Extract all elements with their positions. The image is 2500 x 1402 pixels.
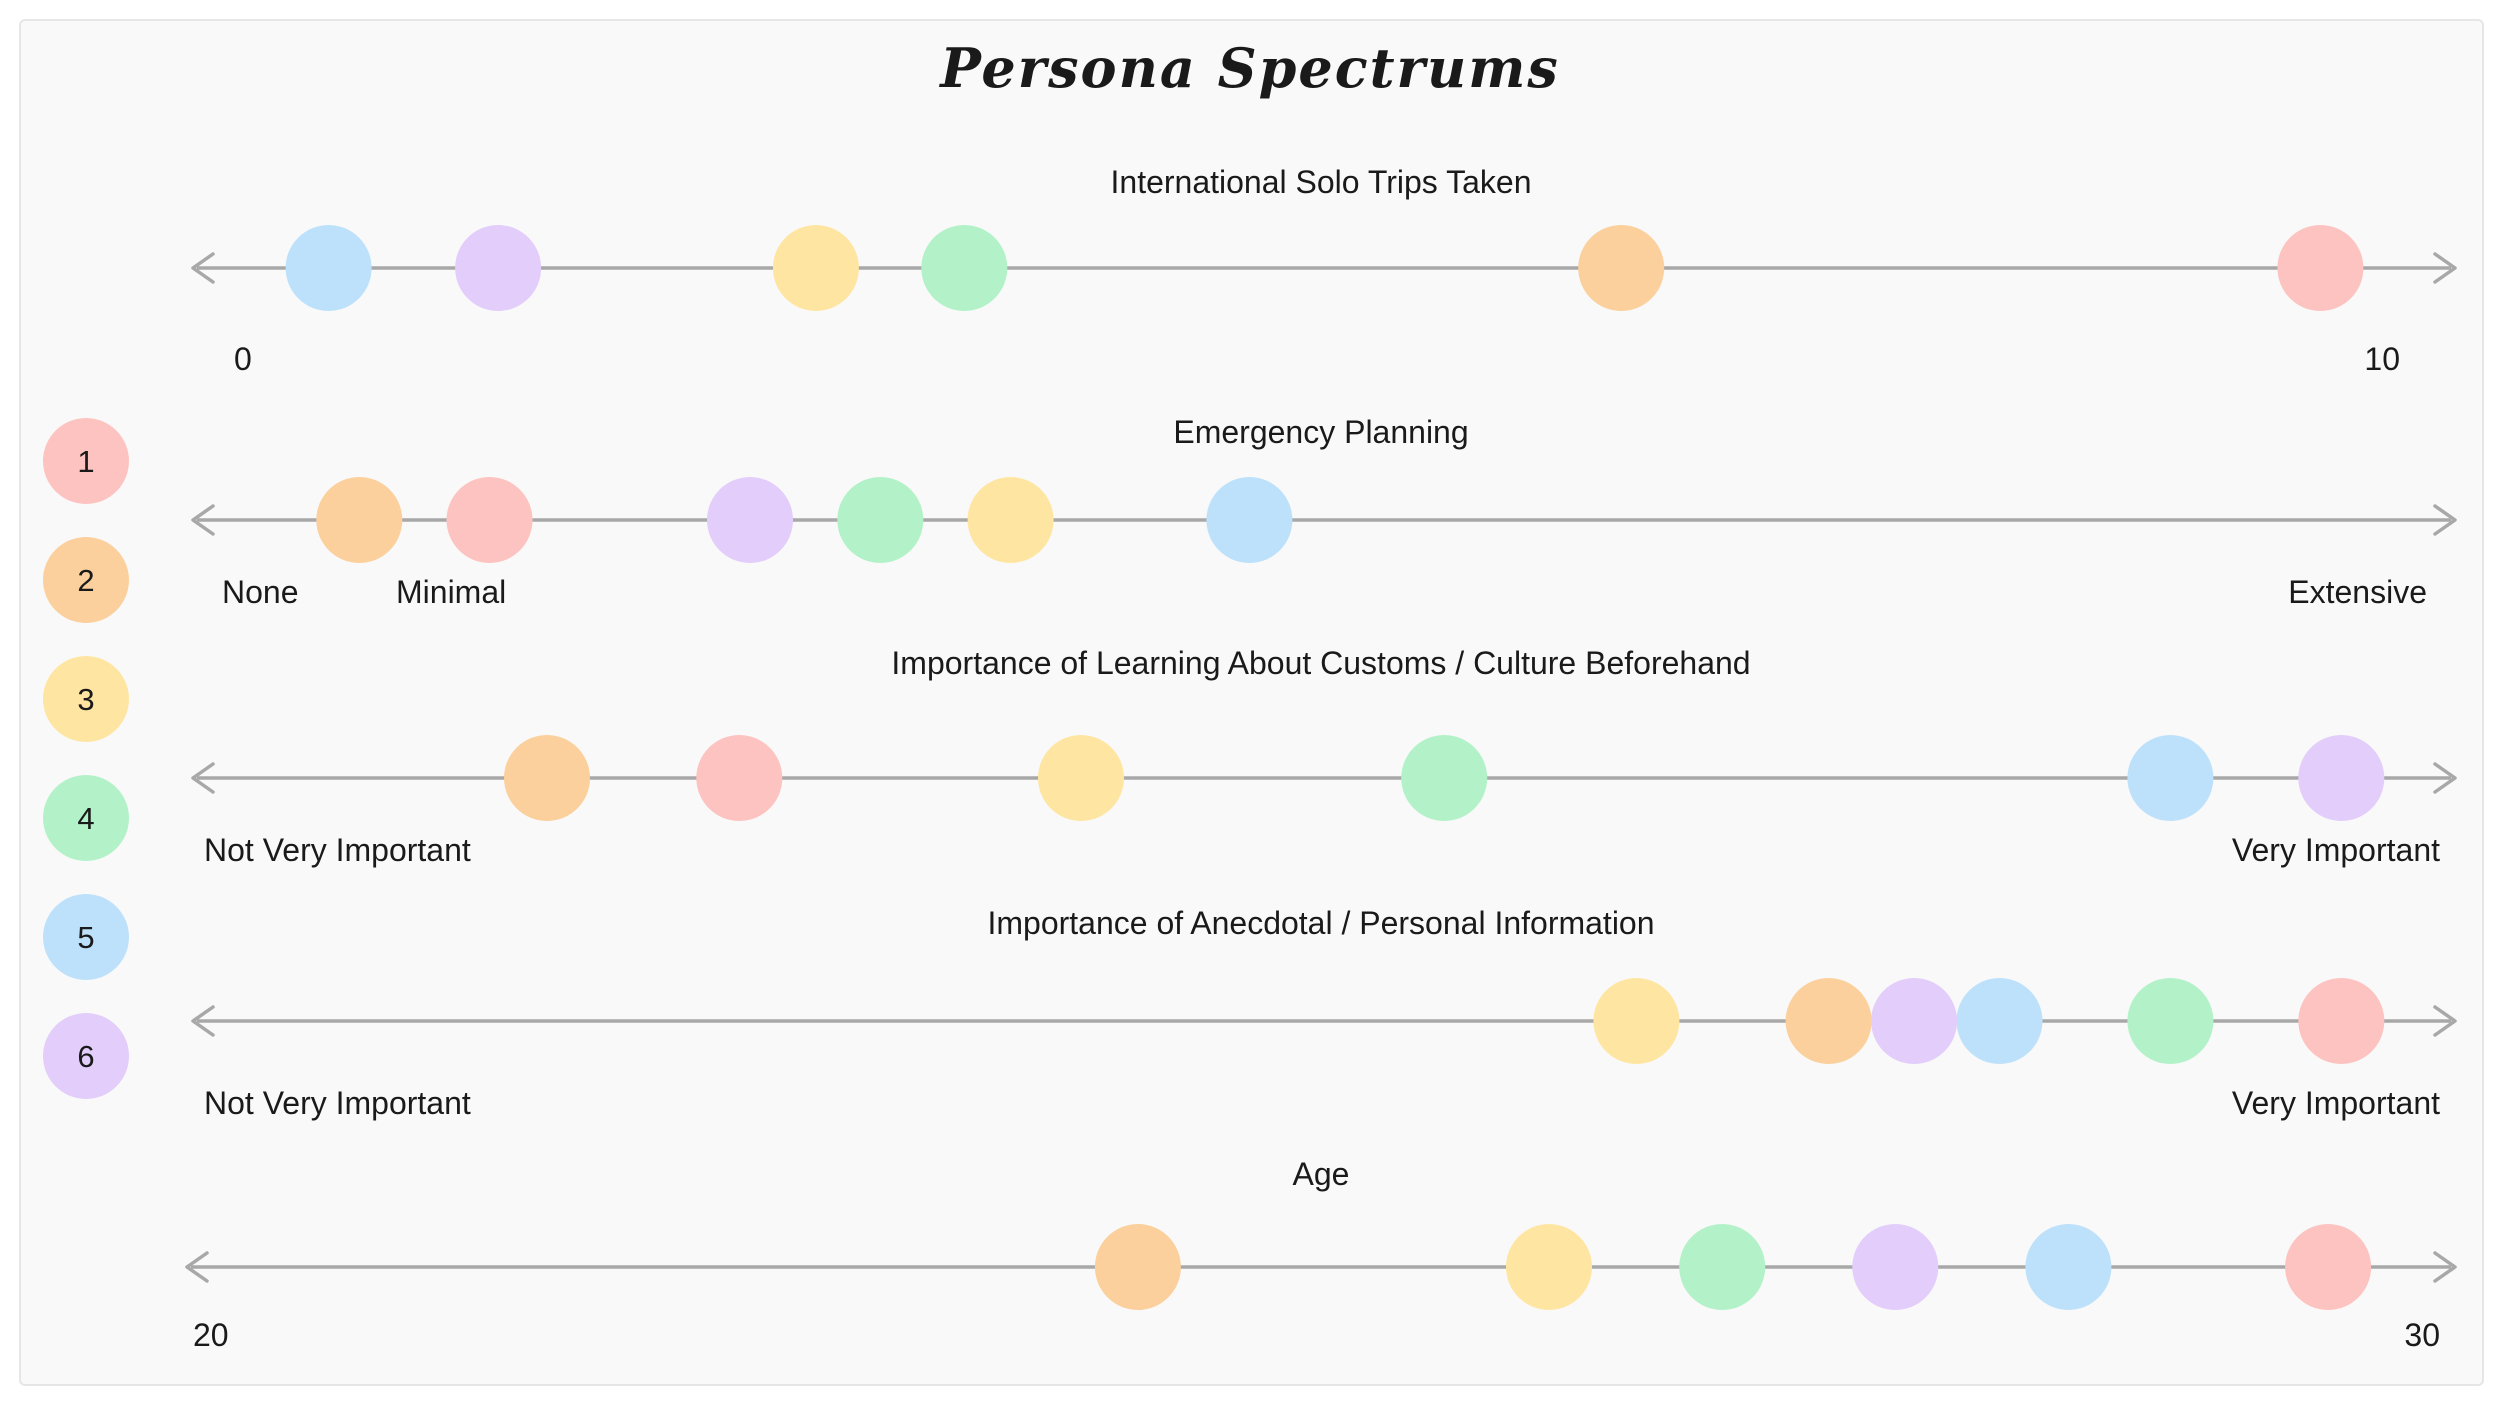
spectrum-4-persona-5-dot	[1956, 978, 2043, 1064]
spectrum-5-persona-4-dot	[1679, 1224, 1766, 1310]
spectrum-1-persona-4-dot	[921, 225, 1008, 311]
spectrum-1-persona-3-dot	[772, 225, 859, 311]
legend-label-3: 3	[77, 682, 94, 717]
spectrum-1-title: International Solo Trips Taken	[1111, 164, 1532, 200]
legend-dot-5	[43, 894, 129, 980]
spectrum-3-arrow-left	[191, 762, 215, 794]
page-title: Persona Spectrums	[940, 36, 1560, 100]
spectrum-5-persona-1-dot	[2285, 1224, 2372, 1310]
spectrum-5-persona-5-dot	[2025, 1224, 2112, 1310]
legend-dot-6	[43, 1013, 129, 1099]
spectrum-5-title: Age	[1293, 1156, 1350, 1192]
spectrum-2-persona-5-dot	[1206, 477, 1293, 563]
spectrum-2-persona-1-dot	[446, 477, 533, 563]
spectrum-3-persona-2-dot	[504, 735, 590, 821]
spectrum-5-min-label: 20	[193, 1317, 229, 1353]
spectrum-2-persona-6-dot	[707, 477, 793, 563]
legend-label-5: 5	[77, 920, 94, 955]
spectrum-3-min-label: Not Very Important	[204, 832, 471, 868]
spectrum-5-persona-6-dot	[1852, 1224, 1939, 1310]
spectrum-1-persona-1-dot	[2277, 225, 2364, 311]
spectrum-4-arrow-right	[2433, 1005, 2457, 1037]
spectrum-2-arrow-right	[2433, 504, 2457, 536]
spectrum-2-persona-2-dot	[316, 477, 403, 563]
spectrum-2-min-label: None	[222, 574, 299, 610]
spectrum-4-persona-6-dot	[1871, 978, 1958, 1064]
spectrum-1-persona-5-dot	[285, 225, 372, 311]
spectrum-1-min-label: 0	[234, 341, 252, 377]
spectrum-5-persona-2-dot	[1094, 1224, 1181, 1310]
legend-label-6: 6	[77, 1039, 94, 1074]
spectrum-3-persona-1-dot	[696, 735, 783, 821]
spectrum-1-arrow-left	[191, 252, 215, 284]
spectrum-4-min-label: Not Very Important	[204, 1085, 471, 1121]
spectrum-4-persona-1-dot	[2298, 978, 2385, 1064]
spectrum-3-max-label: Very Important	[2232, 832, 2440, 868]
spectrum-5-max-label: 30	[2404, 1317, 2440, 1353]
spectrum-3-arrow-right	[2433, 762, 2457, 794]
spectrum-4-persona-3-dot	[1593, 978, 1680, 1064]
spectrum-2-title: Emergency Planning	[1173, 414, 1468, 450]
spectrum-5-persona-3-dot	[1506, 1224, 1592, 1310]
spectrum-2-arrow-left	[191, 504, 215, 536]
legend-label-1: 1	[77, 444, 94, 479]
spectrum-2-persona-4-dot	[837, 477, 924, 563]
legend-dot-3	[43, 656, 129, 742]
spectrum-1-persona-2-dot	[1578, 225, 1665, 311]
spectrum-4-persona-4-dot	[2127, 978, 2214, 1064]
spectrum-2-mid-label: Minimal	[396, 574, 506, 610]
spectrum-2-persona-3-dot	[967, 477, 1054, 563]
spectrum-4-title: Importance of Anecdotal / Personal Infor…	[987, 905, 1654, 941]
legend-label-4: 4	[77, 801, 94, 836]
spectrum-3-persona-3-dot	[1038, 735, 1124, 821]
spectrum-3-persona-6-dot	[2298, 735, 2385, 821]
spectrum-4-max-label: Very Important	[2232, 1085, 2440, 1121]
legend-label-2: 2	[77, 563, 94, 598]
legend-dot-2	[43, 537, 129, 623]
legend-dot-4	[43, 775, 129, 861]
spectrum-1-arrow-right	[2433, 252, 2457, 284]
spectrum-4-persona-2-dot	[1785, 978, 1872, 1064]
spectrum-1-persona-6-dot	[455, 225, 542, 311]
spectrum-5-arrow-left	[185, 1251, 209, 1283]
spectrum-3-persona-5-dot	[2127, 735, 2214, 821]
spectrum-3-persona-4-dot	[1401, 735, 1488, 821]
spectrum-3-title: Importance of Learning About Customs / C…	[891, 645, 1750, 681]
legend-dot-1	[43, 418, 129, 504]
spectrum-4-arrow-left	[191, 1005, 215, 1037]
spectrum-5-arrow-right	[2433, 1251, 2457, 1283]
spectrum-2-max-label: Extensive	[2288, 574, 2427, 610]
board	[19, 19, 2484, 1386]
spectrum-1-max-label: 10	[2364, 341, 2400, 377]
